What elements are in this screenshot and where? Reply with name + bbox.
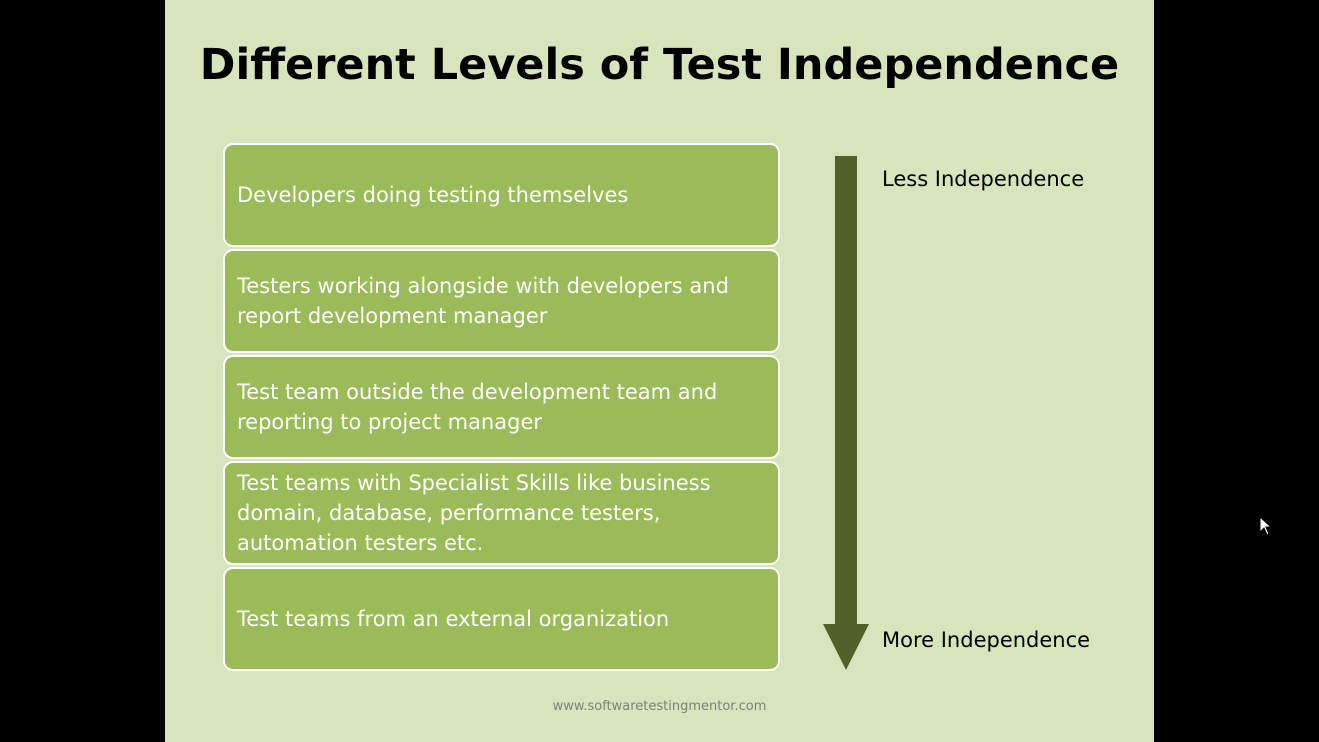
less-independence-label: Less Independence (882, 167, 1085, 191)
level-text-3: Test team outside the development team a… (237, 380, 718, 434)
level-box-1: Developers doing testing themselves (223, 143, 780, 247)
level-box-4: Test teams with Specialist Skills like b… (223, 461, 780, 565)
level-text-5: Test teams from an external organization (237, 607, 670, 631)
level-box-3: Test team outside the development team a… (223, 355, 780, 459)
independence-levels-list: Developers doing testing themselves Test… (223, 143, 780, 673)
more-independence-label: More Independence (882, 628, 1091, 652)
level-text-1: Developers doing testing themselves (237, 183, 629, 207)
slide: Different Levels of Test Independence De… (165, 0, 1154, 742)
down-arrow-shape (823, 156, 869, 670)
mouse-pointer-icon (1259, 516, 1273, 536)
level-text-4: Test teams with Specialist Skills like b… (237, 471, 711, 555)
slide-title: Different Levels of Test Independence (199, 40, 1120, 90)
down-arrow-icon (823, 156, 869, 670)
footer-url: www.softwaretestingmentor.com (552, 699, 767, 714)
level-box-5: Test teams from an external organization (223, 567, 780, 671)
level-box-2: Testers working alongside with developer… (223, 249, 780, 353)
level-text-2: Testers working alongside with developer… (237, 274, 729, 328)
